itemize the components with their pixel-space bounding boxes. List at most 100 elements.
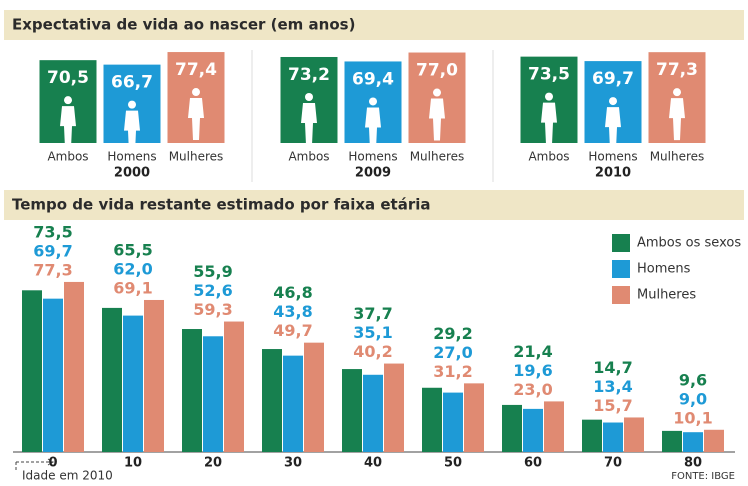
person-icon: [301, 102, 317, 145]
value-label: 77,3: [33, 260, 72, 279]
person-icon: [192, 88, 200, 97]
person-icon: [609, 97, 617, 106]
bar: [603, 422, 623, 452]
value-label: 69,4: [352, 69, 394, 89]
x-tick-label: 80: [684, 456, 702, 471]
x-tick-label: 70: [604, 456, 622, 471]
bar: [624, 417, 644, 452]
legend-swatch: [612, 234, 630, 252]
value-label: 69,1: [113, 278, 152, 297]
value-label: 66,7: [111, 73, 153, 93]
bar: [144, 299, 164, 452]
value-label: 14,7: [593, 358, 632, 377]
bar: [102, 307, 122, 452]
value-label: 37,7: [353, 304, 392, 323]
bar-name: Ambos: [47, 150, 88, 164]
person-icon: [541, 102, 557, 145]
person-icon: [64, 96, 72, 105]
legend-swatch: [612, 286, 630, 304]
value-label: 77,3: [656, 60, 698, 80]
legend-label: Ambos os sexos: [637, 236, 741, 251]
value-label: 35,1: [353, 323, 392, 342]
bar: [683, 432, 703, 452]
year-label: 2000: [114, 166, 150, 181]
bar: [363, 374, 383, 452]
x-tick-label: 40: [364, 456, 382, 471]
value-label: 73,5: [33, 222, 72, 241]
bar: [464, 383, 484, 452]
bar: [704, 429, 724, 452]
bar: [582, 419, 602, 452]
value-label: 23,0: [513, 380, 552, 399]
legend-label: Homens: [637, 262, 691, 277]
bar-name: Mulheres: [169, 150, 224, 164]
value-label: 55,9: [193, 262, 232, 281]
person-icon: [433, 88, 441, 97]
person-icon: [369, 97, 377, 106]
bar: [283, 355, 303, 452]
person-icon: [669, 98, 685, 141]
person-icon: [305, 92, 313, 101]
value-label: 73,2: [288, 65, 330, 85]
value-label: 19,6: [513, 361, 552, 380]
person-icon: [128, 100, 136, 109]
bar-name: Homens: [107, 150, 156, 164]
bar: [422, 387, 442, 452]
value-label: 40,2: [353, 342, 392, 361]
bar: [443, 392, 463, 452]
value-label: 43,8: [273, 302, 312, 321]
bar: [22, 290, 42, 452]
bar-name: Ambos: [288, 150, 329, 164]
x-tick-label: 60: [524, 456, 542, 471]
bar: [304, 342, 324, 452]
bar: [662, 430, 682, 452]
person-icon: [605, 107, 621, 150]
x-tick-label: 30: [284, 456, 302, 471]
bar: [502, 404, 522, 452]
header-band: [4, 10, 744, 40]
bar: [523, 408, 543, 452]
value-label: 52,6: [193, 281, 232, 300]
value-label: 65,5: [113, 240, 152, 259]
year-label: 2010: [595, 166, 631, 181]
bar: [182, 329, 202, 452]
bar: [262, 349, 282, 452]
legend-label: Mulheres: [637, 288, 696, 303]
x-tick-label: 50: [444, 456, 462, 471]
chart-title: Tempo de vida restante estimado por faix…: [12, 196, 431, 214]
person-icon: [188, 98, 204, 141]
value-label: 69,7: [592, 69, 634, 89]
value-label: 59,3: [193, 300, 232, 319]
bar: [64, 281, 84, 452]
source: FONTE: IBGE: [671, 471, 735, 482]
person-icon: [60, 106, 76, 149]
value-label: 69,7: [33, 241, 72, 260]
bar-name: Homens: [348, 150, 397, 164]
x-tick-label: 0: [48, 456, 57, 471]
value-label: 9,0: [679, 389, 707, 408]
value-label: 77,0: [416, 61, 458, 81]
value-label: 21,4: [513, 342, 552, 361]
bar-name: Ambos: [528, 150, 569, 164]
person-icon: [545, 92, 553, 101]
header-band: [4, 190, 744, 220]
bar-name: Homens: [588, 150, 637, 164]
value-label: 15,7: [593, 396, 632, 415]
value-label: 62,0: [113, 259, 152, 278]
value-label: 10,1: [673, 408, 712, 427]
value-label: 77,4: [175, 60, 217, 80]
bar: [544, 401, 564, 452]
person-icon: [124, 110, 140, 153]
legend-swatch: [612, 260, 630, 278]
bar-name: Mulheres: [650, 150, 705, 164]
value-label: 9,6: [679, 370, 707, 389]
bar: [123, 315, 143, 452]
x-tick-label: 20: [204, 456, 222, 471]
value-label: 29,2: [433, 324, 472, 343]
value-label: 31,2: [433, 362, 472, 381]
value-label: 27,0: [433, 343, 472, 362]
bar: [43, 298, 63, 452]
value-label: 73,5: [528, 65, 570, 85]
person-icon: [365, 107, 381, 150]
